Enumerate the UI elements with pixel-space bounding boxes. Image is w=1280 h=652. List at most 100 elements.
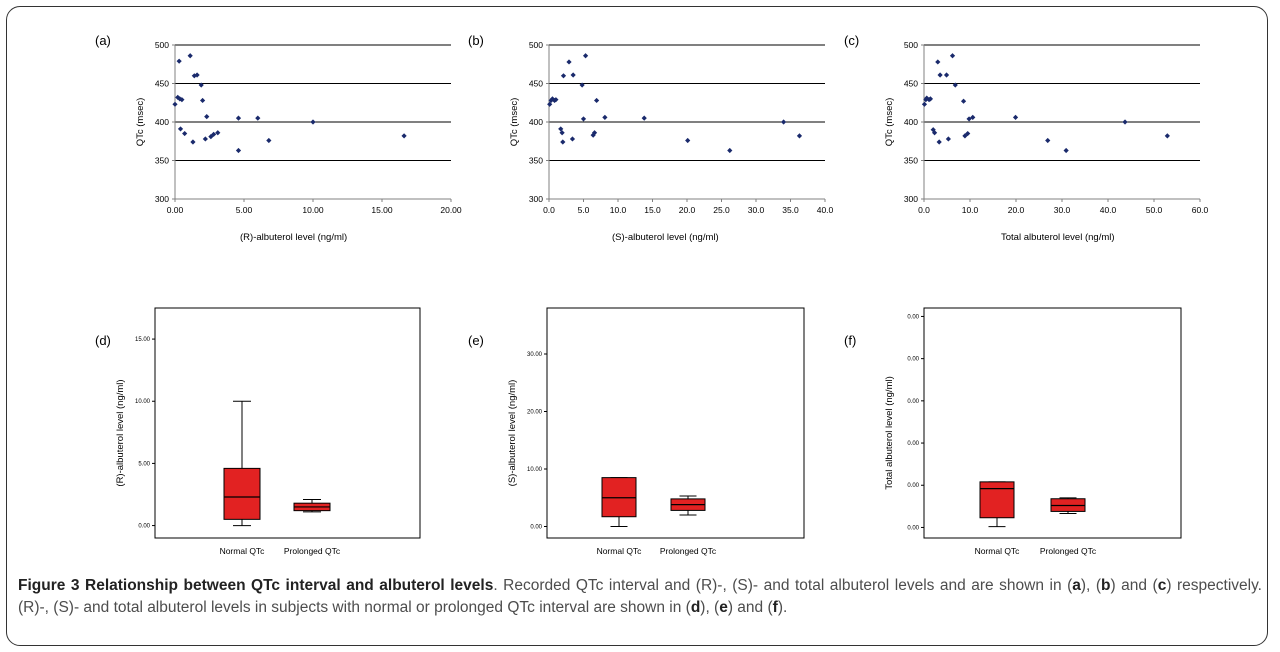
data-point: [187, 53, 193, 59]
x-tick-label: 15.00: [371, 205, 393, 215]
plot-frame: [154, 307, 421, 539]
data-point: [547, 101, 553, 107]
y-tick-label: 450: [155, 79, 169, 89]
plot-frame: [923, 307, 1182, 539]
x-tick-label: 0.0: [918, 205, 930, 215]
y-tick-label: 450: [904, 79, 918, 89]
caption-ref-d: d: [690, 599, 701, 616]
figure-panels: (a) 300 350 400 450 500 0.00 5.00 10.00 15.00 20.0…: [95, 33, 1209, 556]
x-tick-label: 25.0: [713, 205, 730, 215]
category-label: Normal QTc: [597, 546, 643, 556]
y-tick-label: 350: [529, 156, 543, 166]
data-point: [200, 97, 206, 104]
data-point: [945, 136, 951, 142]
y-tick-label: 20.00: [527, 410, 543, 416]
y-tick-label: 15.00: [135, 337, 151, 343]
caption-title: Figure 3 Relationship between QTc interv…: [18, 577, 494, 594]
caption-text: ) and (: [727, 599, 773, 616]
y-tick-label: 400: [904, 117, 918, 127]
data-point: [781, 119, 787, 125]
y-tick-label: 0.00: [138, 524, 150, 530]
caption-text: ).: [777, 599, 788, 616]
data-point: [935, 59, 941, 65]
y-axis-label: (S)-albuterol level (ng/ml): [507, 380, 518, 487]
data-point: [176, 58, 182, 64]
data-point: [952, 82, 958, 88]
data-point: [579, 82, 585, 88]
x-tick-label: 20.00: [440, 205, 462, 215]
data-point: [594, 97, 600, 104]
data-point: [211, 131, 217, 137]
data-point: [937, 72, 943, 78]
data-point: [179, 97, 185, 103]
x-axis-label: Total albuterol level (ng/ml): [1001, 232, 1115, 243]
data-point: [558, 126, 564, 132]
caption-ref-c: c: [1157, 577, 1167, 594]
caption-ref-e: e: [719, 599, 728, 616]
y-tick-label: 500: [529, 40, 543, 50]
y-tick-label: 350: [904, 156, 918, 166]
y-tick-label: 500: [904, 40, 918, 50]
data-point: [190, 139, 196, 145]
data-point: [931, 130, 938, 136]
x-tick-label: 10.0: [610, 205, 627, 215]
category-label: Prolonged QTc: [660, 546, 717, 556]
y-tick-label: 500: [155, 40, 169, 50]
data-point: [927, 96, 934, 102]
x-tick-label: 20.0: [1008, 205, 1025, 215]
data-point: [202, 136, 208, 142]
data-point: [580, 116, 587, 122]
data-point: [235, 115, 242, 121]
x-tick-label: 40.0: [817, 205, 834, 215]
caption-text: ) respectively. (R)-, (S)- and total alb…: [18, 577, 1262, 616]
y-tick-label: 350: [155, 156, 169, 166]
data-point: [685, 137, 691, 144]
data-point: [569, 136, 576, 142]
data-point: [194, 72, 200, 78]
y-tick-label: 0.00: [907, 314, 919, 320]
panel-label: (d): [95, 333, 111, 348]
x-tick-label: 40.0: [1100, 205, 1117, 215]
data-point: [401, 133, 407, 139]
x-tick-label: 0.0: [543, 205, 555, 215]
y-tick-label: 5.00: [138, 461, 150, 467]
x-tick-label: 5.0: [578, 205, 590, 215]
y-axis-label: Total albuterol level (ng/ml): [884, 376, 895, 490]
y-tick-label: 0.00: [907, 357, 919, 363]
y-tick-label: 400: [155, 117, 169, 127]
data-point: [1122, 119, 1128, 125]
data-point: [553, 97, 559, 103]
x-tick-label: 5.00: [236, 205, 253, 215]
y-axis-label: (R)-albuterol level (ng/ml): [115, 379, 126, 486]
x-tick-label: 60.0: [1192, 205, 1209, 215]
data-point: [943, 72, 950, 78]
x-axis-label: (R)-albuterol level (ng/ml): [240, 232, 347, 243]
data-point: [970, 114, 976, 120]
caption-ref-a: a: [1072, 577, 1081, 594]
x-tick-label: 30.0: [748, 205, 765, 215]
data-point: [582, 53, 589, 59]
figure-frame: [6, 6, 1268, 646]
panel-label: (f): [844, 333, 856, 348]
y-tick-label: 0.00: [530, 525, 542, 531]
y-tick-label: 0.00: [907, 483, 919, 489]
data-point: [936, 139, 942, 145]
data-point: [570, 72, 576, 78]
x-tick-label: 20.0: [679, 205, 696, 215]
data-point: [560, 139, 566, 145]
y-tick-label: 400: [529, 117, 543, 127]
y-tick-label: 10.00: [135, 399, 151, 405]
data-point: [560, 73, 567, 79]
data-point: [966, 116, 972, 122]
data-point: [1063, 147, 1069, 154]
y-tick-label: 300: [155, 194, 169, 204]
data-point: [949, 53, 956, 59]
category-label: Normal QTc: [975, 546, 1021, 556]
y-tick-label: 450: [529, 79, 543, 89]
x-tick-label: 0.00: [167, 205, 184, 215]
y-tick-label: 300: [904, 194, 918, 204]
box-iqr: [979, 481, 1015, 519]
caption-ref-b: b: [1101, 577, 1111, 594]
category-label: Normal QTc: [220, 546, 266, 556]
y-axis-label: QTc (msec): [135, 98, 146, 147]
